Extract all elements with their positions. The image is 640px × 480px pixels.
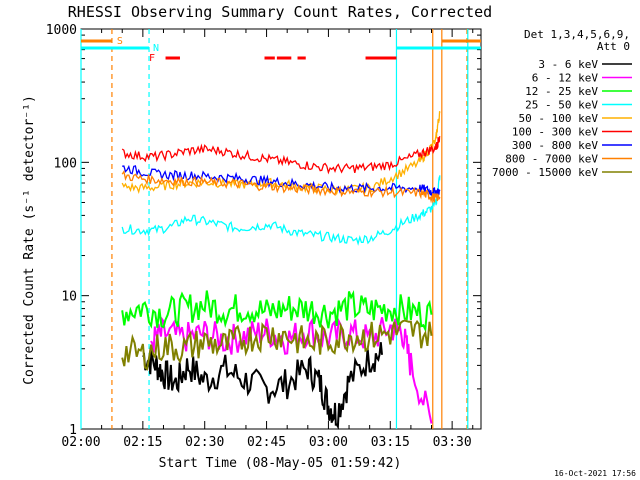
x-tick-label: 03:00 [309,435,348,450]
series-line-0 [142,342,383,430]
x-tick-label: 03:15 [371,435,410,450]
y-tick-label: 10 [61,290,77,305]
x-tick-label: 02:15 [123,435,162,450]
x-tick-label: 03:30 [433,435,472,450]
x-tick-label: 02:00 [61,435,100,450]
legend-label-0: 3 - 6 keV [538,58,598,71]
series-line-8 [121,319,433,371]
legend-header-detectors: Det 1,3,4,5,6,9, [524,28,630,41]
series-line-3 [121,175,441,246]
x-tick-label: 02:30 [185,435,224,450]
flag-label-f: F [149,53,155,64]
y-tick-label: 100 [54,156,77,171]
legend-label-2: 12 - 25 keV [525,85,598,98]
legend-label-5: 100 - 300 keV [512,126,598,139]
legend-label-4: 50 - 100 keV [519,112,599,125]
series-line-7 [121,169,441,204]
legend-label-1: 6 - 12 keV [532,72,599,85]
legend-label-3: 25 - 50 keV [525,99,598,112]
series-line-2 [121,289,433,333]
x-tick-label: 02:45 [247,435,286,450]
flag-label-s: S [117,36,123,47]
legend-label-6: 300 - 800 keV [512,139,598,152]
y-axis-label: Corrected Count Rate (s⁻¹ detector⁻¹) [22,95,37,385]
y-tick-label: 1 [69,423,77,438]
legend-label-8: 7000 - 15000 keV [492,166,598,179]
x-axis-label: Start Time (08-May-05 01:59:42) [159,456,402,471]
chart-title: RHESSI Observing Summary Count Rates, Co… [68,3,492,21]
plot-content: 1 10 100 1000 02:00 02:15 02:30 02:45 03:00 03:15… [46,23,632,450]
series-line-5 [121,136,441,175]
legend-label-7: 800 - 7000 keV [505,153,598,166]
legend-header-attenuator: Att 0 [597,40,630,53]
footer-date: 16-Oct-2021 17:56 [554,469,636,478]
flag-label-n: N [153,43,159,54]
y-tick-label: 1000 [46,23,77,38]
